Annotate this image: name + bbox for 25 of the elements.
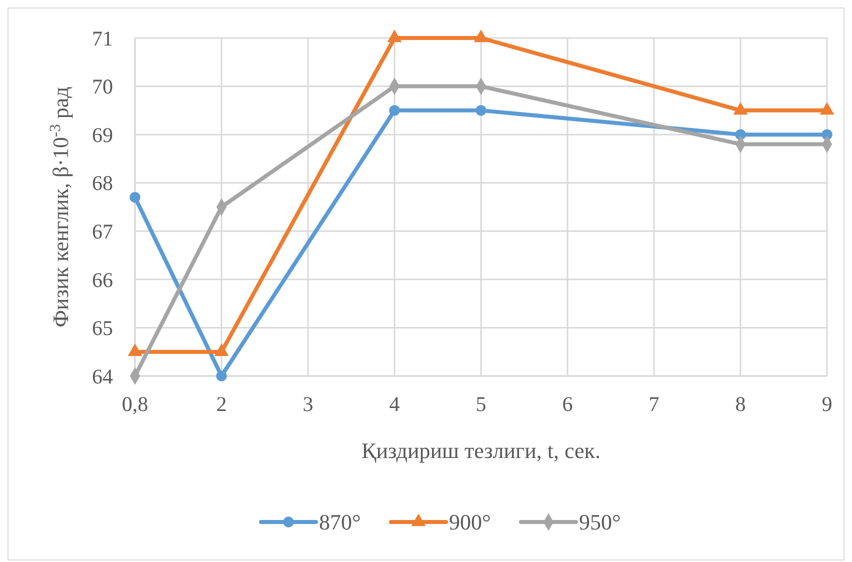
legend-label: 950°	[579, 510, 621, 535]
x-tick-label: 9	[822, 392, 832, 416]
x-tick-label: 7	[648, 392, 660, 416]
y-tick-label: 69	[92, 122, 113, 147]
legend-label: 870°	[319, 510, 361, 535]
point	[130, 192, 140, 203]
y-tick-label: 65	[92, 316, 113, 340]
point	[216, 370, 227, 382]
legend-label: 900°	[449, 510, 491, 535]
y-tick-label: 66	[92, 268, 113, 292]
y-tick-label: 68	[92, 171, 113, 196]
y-tick-label: 67	[92, 219, 113, 244]
x-tick-label: 2	[216, 392, 227, 416]
point	[389, 105, 400, 116]
x-tick-label: 4	[389, 392, 400, 416]
x-tick-label: 6	[562, 392, 573, 416]
y-tick-label: 71	[92, 26, 113, 50]
x-tick-label: 5	[476, 392, 486, 416]
point	[476, 105, 486, 116]
x-tick-label: 0,8	[122, 392, 148, 416]
x-tick-label: 8	[735, 392, 746, 416]
y-tick-label: 64	[92, 364, 114, 388]
x-tick-label: 3	[302, 392, 314, 416]
y-tick-label: 70	[92, 74, 113, 99]
x-axis-title: Қиздириш тезлиги, t, сек.	[362, 438, 600, 463]
